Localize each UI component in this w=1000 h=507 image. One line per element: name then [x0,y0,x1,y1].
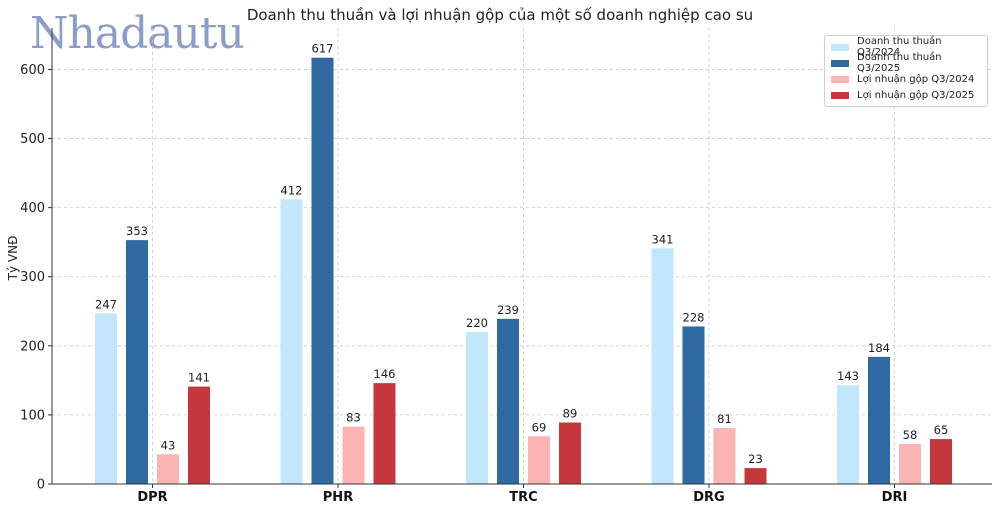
data-label: 617 [312,42,334,56]
bar [837,385,859,484]
y-tick-label: 300 [20,270,45,285]
legend-swatch [831,91,849,99]
axis-layer: 0 100 200 300 400 500 600 DPR PHR TRC DRG DRI [20,28,992,505]
bar [682,326,705,484]
y-tick-label: 600 [20,63,45,78]
legend-label: Doanh thu thuần Q3/2024 [857,36,942,58]
data-label: 143 [837,369,859,383]
bar [559,422,581,484]
legend-item: Lợi nhuận gộp Q3/2024 [831,71,981,87]
y-tick-label: 0 [37,478,45,493]
bar [342,426,365,484]
x-tick-label: DRI [882,490,908,505]
bar [466,332,488,484]
bars-layer [95,57,952,484]
y-axis-label: Tỷ VNĐ [6,236,20,282]
data-label: 43 [161,438,176,452]
data-label: 184 [868,341,890,355]
bar [188,386,210,484]
bar [280,199,303,484]
legend-swatch [831,43,849,51]
legend-swatch [831,75,849,83]
bar [157,454,179,484]
data-label: 69 [532,420,547,434]
bar [373,383,396,484]
data-labels-layer: 247 353 43 141 412 617 83 146 220 239 69 89 341 228 81… [95,42,948,466]
bar [713,428,736,484]
bar [868,356,890,484]
data-label: 65 [934,423,949,437]
bar [744,468,767,484]
y-tick-label: 200 [20,339,45,354]
data-label: 81 [717,412,732,426]
legend-label: Lợi nhuận gộp Q3/2025 [857,89,975,101]
data-label: 239 [497,303,519,317]
bar [95,313,117,484]
data-label: 412 [281,183,303,197]
legend-label: Lợi nhuận gộp Q3/2024 [857,73,975,85]
data-label: 146 [374,367,396,381]
x-tick-label: PHR [323,490,353,505]
bar [497,318,519,484]
data-label: 58 [903,428,918,442]
data-label: 341 [652,232,674,246]
y-tick-label: 500 [20,132,45,147]
bar [528,436,550,484]
x-tick-label: DPR [137,490,167,505]
y-tick-label: 100 [20,408,45,423]
chart-title: Doanh thu thuần và lợi nhuận gộp của một… [246,6,754,24]
bar [930,439,952,484]
chart-legend: Doanh thu thuần Q3/2024 Doanh thu thuần Q… [824,35,988,107]
data-label: 353 [126,224,148,238]
data-label: 247 [95,297,117,311]
data-label: 141 [188,371,210,385]
data-label: 228 [683,310,705,324]
bar [899,443,921,484]
x-tick-label: DRG [693,490,724,505]
bar [126,240,148,484]
legend-item: Doanh thu thuần Q3/2024 [831,36,981,58]
data-label: 83 [346,411,361,425]
watermark-logo: Nhadautu [30,8,245,59]
x-tick-label: TRC [509,490,537,505]
y-tick-label: 400 [20,201,45,216]
bar [651,248,674,484]
legend-item: Lợi nhuận gộp Q3/2025 [831,87,981,103]
data-label: 89 [563,407,578,421]
data-label: 23 [748,452,763,466]
legend-swatch [831,59,849,67]
grid-layer [52,28,992,484]
legend-item: Doanh thu thuần Q3/2025 [831,52,981,74]
bar [311,57,334,484]
data-label: 220 [466,316,488,330]
legend-label: Doanh thu thuần Q3/2025 [857,52,942,74]
